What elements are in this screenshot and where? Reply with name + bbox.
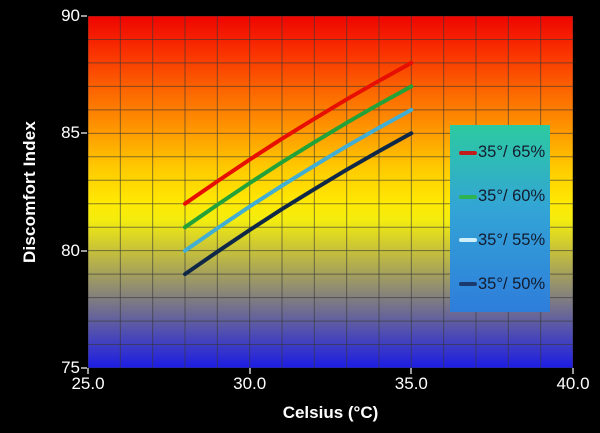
x-tick-mark-35 — [410, 368, 413, 374]
legend: 35°/ 65% 35°/ 60% 35°/ 55% 35°/ 50% — [450, 125, 550, 312]
series-line-3 — [183, 131, 414, 277]
legend-item-0: 35°/ 65% — [459, 143, 550, 162]
x-tick-mark-25 — [87, 368, 89, 374]
legend-swatch-3 — [459, 282, 477, 287]
y-tick-mark-80 — [81, 249, 87, 252]
x-tick-label-30: 30.0 — [233, 374, 267, 393]
legend-swatch-2 — [459, 238, 477, 243]
legend-swatch-1 — [459, 194, 477, 199]
legend-item-1: 35°/ 60% — [459, 187, 550, 206]
legend-label-3: 35°/ 50% — [478, 274, 546, 293]
legend-item-2: 35°/ 55% — [459, 231, 550, 250]
y-axis-title: Discomfort Index — [20, 120, 39, 264]
series-line-0 — [183, 60, 414, 206]
y-tick-label-80: 80 — [61, 240, 80, 260]
y-tick-label-85: 85 — [61, 123, 80, 143]
plot-area: 35°/ 65% 35°/ 60% 35°/ 55% 35°/ 50% — [88, 16, 573, 368]
legend-label-1: 35°/ 60% — [478, 187, 546, 206]
x-tick-label-35: 35.0 — [394, 374, 428, 393]
x-tick-label-25: 25.0 — [71, 374, 105, 393]
x-tick-label-40: 40.0 — [556, 374, 590, 393]
series-line-2 — [183, 107, 414, 253]
y-tick-label-90: 90 — [61, 6, 80, 25]
legend-label-0: 35°/ 65% — [478, 143, 546, 162]
legend-swatch-0 — [459, 150, 477, 155]
x-axis-title: Celsius (°C) — [282, 403, 379, 422]
y-tick-mark-75 — [81, 367, 87, 369]
y-tick-label-75: 75 — [61, 358, 80, 377]
y-tick-mark-85 — [81, 132, 87, 135]
legend-label-2: 35°/ 55% — [478, 230, 546, 249]
y-tick-mark-90 — [81, 15, 87, 17]
x-tick-mark-30 — [248, 368, 251, 374]
series-line-1 — [183, 84, 414, 230]
legend-item-3: 35°/ 50% — [459, 275, 550, 294]
x-tick-mark-40 — [572, 368, 574, 374]
